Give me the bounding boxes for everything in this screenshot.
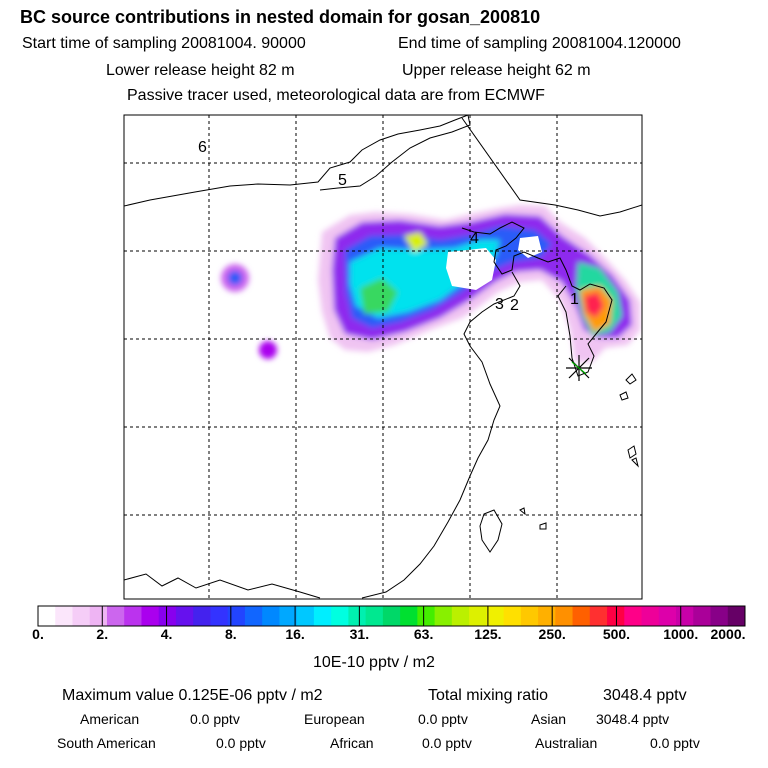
colorbar-swatch — [210, 606, 229, 626]
colorbar-swatch — [244, 606, 263, 626]
star-icon — [566, 355, 592, 381]
colorbar-swatch — [624, 606, 643, 626]
colorbar-swatch — [175, 606, 194, 626]
coastlines — [124, 115, 642, 599]
colorbar-frame — [37, 605, 746, 627]
colorbar-tick-label: 16. — [285, 626, 305, 642]
grid-label-2: 2 — [510, 297, 519, 314]
colorbar-tick-label: 250. — [538, 626, 566, 642]
colorbar-swatch — [555, 606, 574, 626]
colorbar-swatch — [727, 606, 746, 626]
colorbar-swatch — [124, 606, 142, 626]
european-value: 0.0 pptv — [418, 711, 468, 727]
colorbar-tick-label: 31. — [349, 626, 370, 642]
colorbar-swatch — [262, 606, 280, 626]
colorbar-swatch — [503, 606, 522, 626]
colorbar-swatch — [348, 606, 367, 626]
asian-value: 3048.4 pptv — [596, 711, 670, 727]
total-mixing-value: 3048.4 pptv — [603, 687, 687, 704]
colorbar-swatch — [158, 606, 177, 626]
tracer-info-text: Passive tracer used, meteorological data… — [127, 87, 545, 104]
colorbar-swatch — [38, 606, 56, 626]
colorbar-unit-label: 10E-10 pptv / m2 — [313, 654, 435, 671]
colorbar-swatch — [451, 606, 470, 626]
colorbar-swatch — [296, 606, 315, 626]
lat-lon-grid — [124, 115, 642, 599]
colorbar-swatch — [434, 606, 453, 626]
african-value: 0.0 pptv — [422, 735, 472, 751]
lower-release-text: Lower release height 82 m — [106, 62, 295, 79]
colorbar-tick-label: 4. — [160, 626, 173, 642]
colorbar-swatch — [279, 606, 298, 626]
grid-label-1: 1 — [570, 291, 579, 308]
colorbar-swatch — [607, 606, 625, 626]
total-mixing-label: Total mixing ratio — [428, 687, 549, 704]
colorbar-swatch — [641, 606, 660, 626]
colorbar-tick-label: 0. — [32, 626, 44, 642]
plot-title: BC source contributions in nested domain… — [20, 7, 541, 27]
colorbar-swatch — [538, 606, 556, 626]
grid-label-5: 5 — [338, 172, 347, 189]
american-value: 0.0 pptv — [190, 711, 240, 727]
colorbar-swatch — [469, 606, 487, 626]
colorbar-swatch — [193, 606, 211, 626]
map-frame — [123, 114, 643, 600]
australian-label: Australian — [535, 735, 598, 751]
asian-label: Asian — [531, 711, 567, 727]
australian-value: 0.0 pptv — [650, 735, 700, 751]
colorbar-swatch — [676, 606, 694, 626]
colorbar-tick-label: 8. — [224, 626, 237, 642]
colorbar-tick-label: 125. — [474, 626, 502, 642]
african-label: African — [330, 735, 374, 751]
colorbar-swatch — [89, 606, 108, 626]
colorbar-swatch — [106, 606, 125, 626]
colorbar-swatch — [55, 606, 73, 626]
colorbar-swatch — [141, 606, 160, 626]
colorbar-tick-label: 63. — [413, 626, 434, 642]
start-time-text: Start time of sampling 20081004. 90000 — [22, 35, 306, 52]
upper-release-text: Upper release height 62 m — [402, 62, 591, 79]
colorbar-swatch — [227, 606, 246, 626]
grid-label-3: 3 — [495, 296, 504, 313]
grid-label-6: 6 — [198, 139, 207, 156]
colorbar-swatch — [313, 606, 332, 626]
colorbar-swatch — [400, 606, 418, 626]
colorbar-swatch — [486, 606, 505, 626]
colorbar-swatch — [658, 606, 677, 626]
colorbar-swatch — [365, 606, 384, 626]
colorbar-swatch — [72, 606, 91, 626]
colorbar-swatch — [520, 606, 539, 626]
colorbar-swatch — [382, 606, 401, 626]
end-time-text: End time of sampling 20081004.120000 — [398, 35, 681, 52]
colorbar-swatch — [331, 606, 349, 626]
colorbar-tick-label: 1000. — [663, 626, 699, 642]
colorbar-tick-label: 2. — [96, 626, 109, 642]
colorbar-swatch — [417, 606, 436, 626]
colorbar-tick-label: 2000. — [710, 626, 746, 642]
grid-label-4: 4 — [470, 230, 479, 247]
american-label: American — [80, 711, 140, 727]
colorbar-swatch — [710, 606, 729, 626]
colorbar — [37, 605, 746, 627]
colorbar-swatch — [589, 606, 608, 626]
european-label: European — [304, 711, 365, 727]
colorbar-swatch — [572, 606, 591, 626]
concentration-field — [221, 205, 640, 362]
south-american-value: 0.0 pptv — [216, 735, 266, 751]
south-american-label: South American — [57, 735, 156, 751]
colorbar-tick-label: 500. — [602, 626, 631, 642]
max-value-text: Maximum value 0.125E-06 pptv / m2 — [62, 687, 323, 704]
colorbar-swatch — [693, 606, 712, 626]
